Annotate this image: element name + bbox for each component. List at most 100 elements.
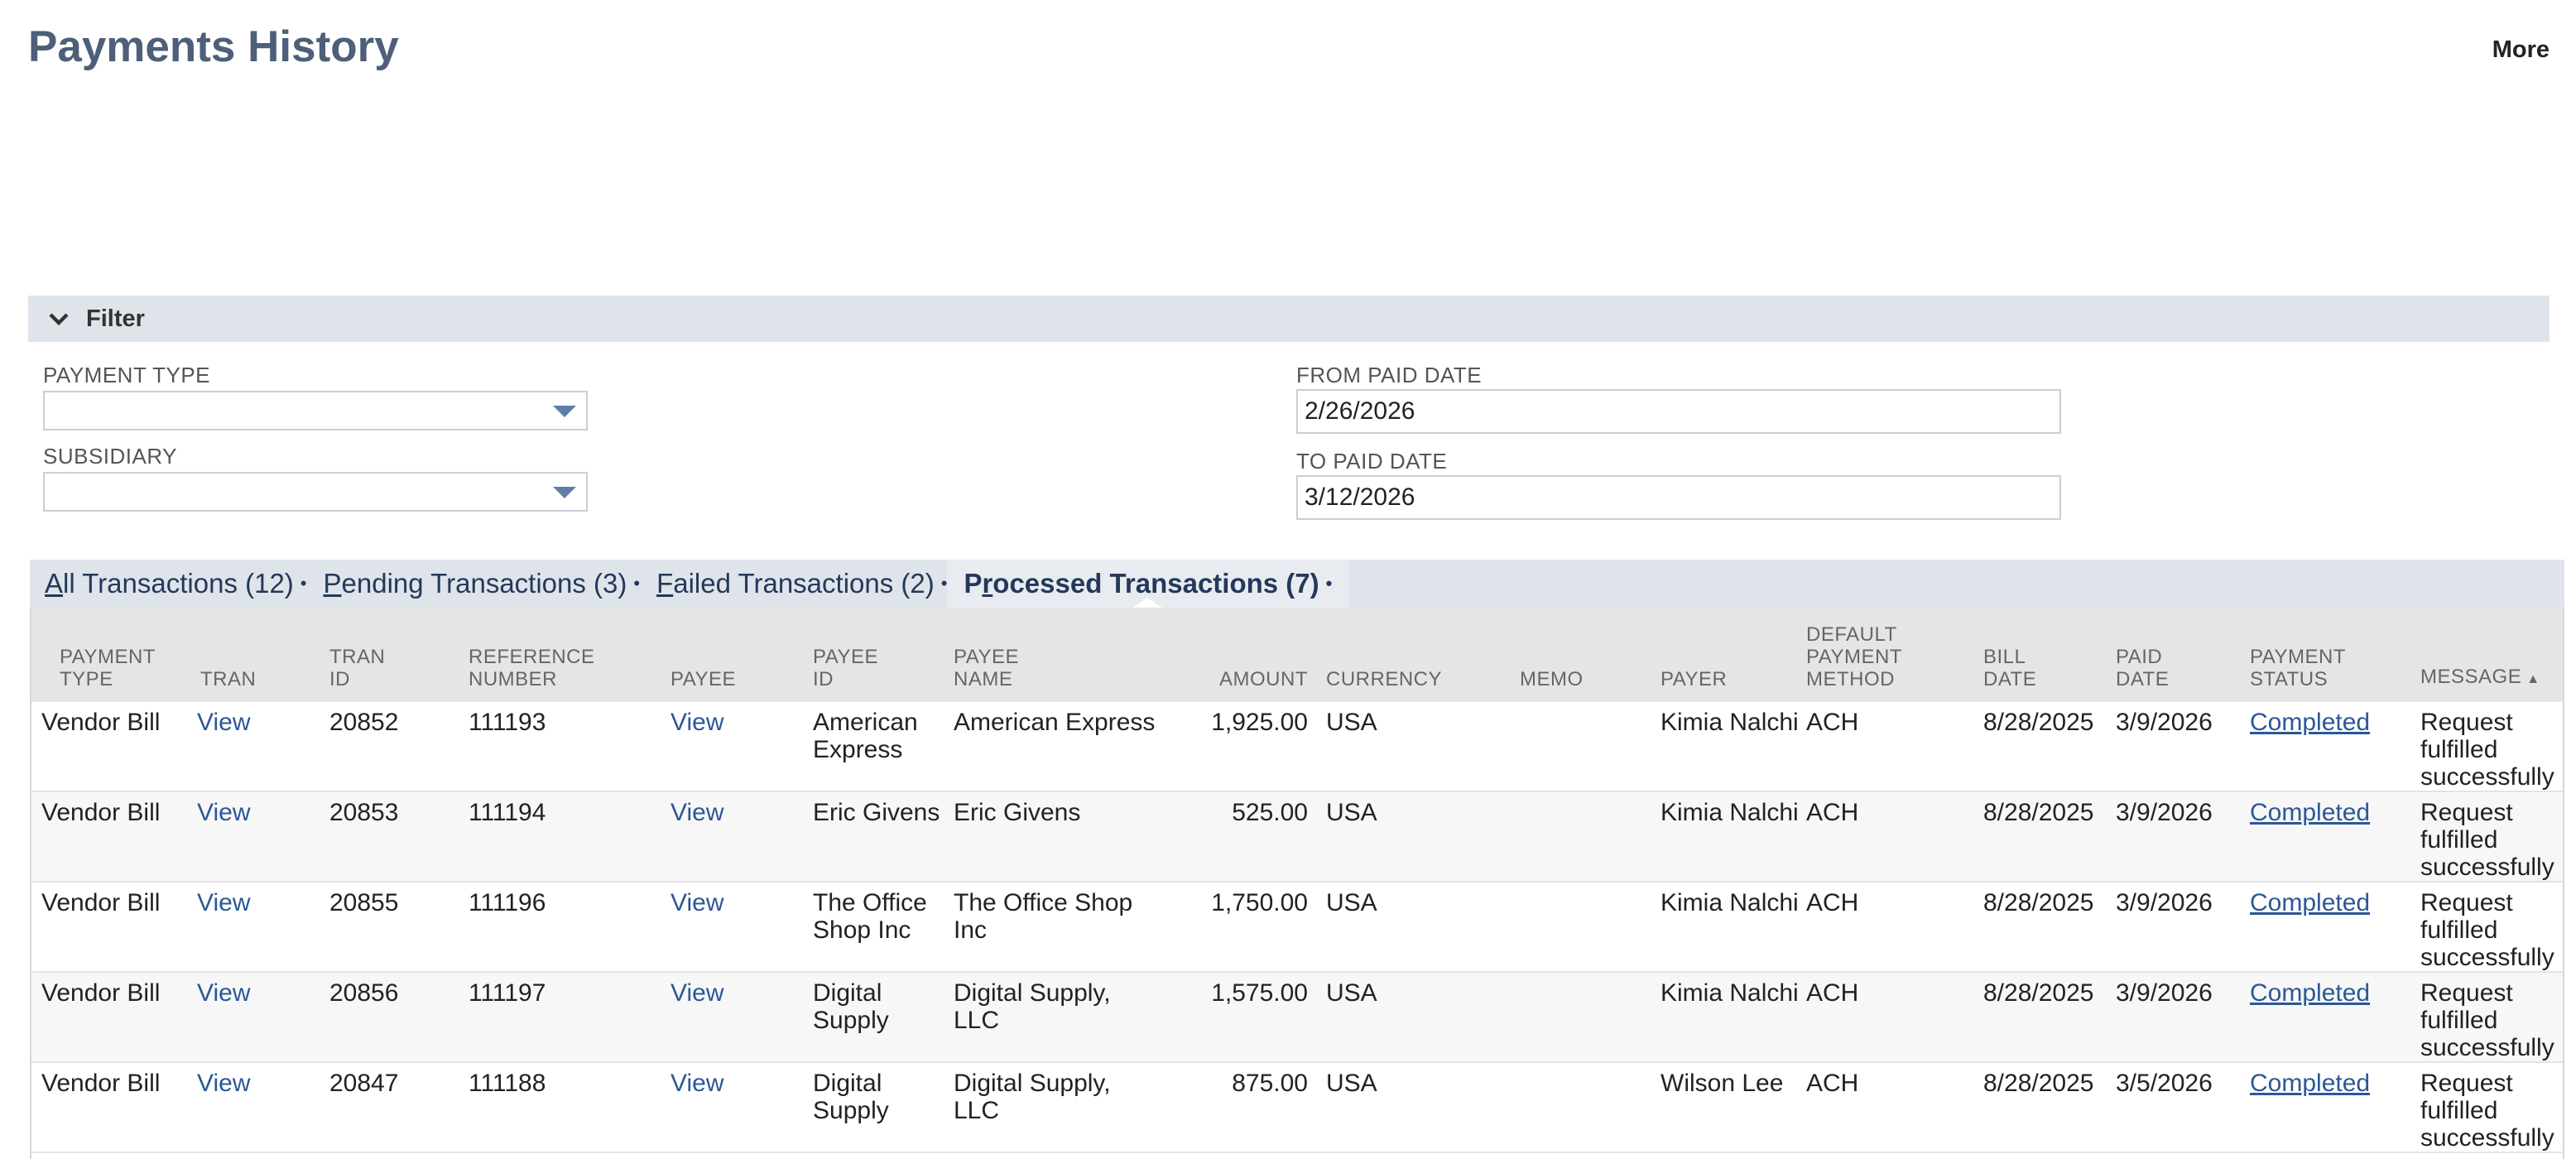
table-cell: ACH [1806,791,1983,882]
col-header-payee-name[interactable]: PAYEE NAME [954,608,1159,702]
table-cell: ACH [1806,972,1983,1063]
cell-payer: Kimia Nalchi [1660,799,1799,826]
cell-bill-date: 8/28/2025 [1983,709,2094,736]
cell-paid-date: 3/9/2026 [2116,979,2213,1007]
cell-currency: USA [1326,889,1377,916]
cell-message: Request fulfilled successfully [2420,889,2554,971]
cell-bill-date: 8/28/2025 [1983,889,2094,916]
col-header-memo[interactable]: MEMO [1520,608,1660,702]
table-cell [1520,702,1660,792]
payee-view-link[interactable]: View [670,709,724,736]
table-row: Vendor Bill View 20847 111188 View Digital Su… [31,1062,2563,1153]
payee-view-link[interactable]: View [670,1070,724,1097]
col-header-bill-date[interactable]: BILL DATE [1983,608,2116,702]
col-header-reference-number[interactable]: REFERENCE NUMBER [469,608,670,702]
cell-tran-id: 20847 [329,1070,399,1097]
cell-payment-type: Vendor Bill [41,979,161,1007]
chevron-down-icon [49,313,69,326]
col-header-amount[interactable]: AMOUNT [1159,608,1326,702]
tran-view-link[interactable]: View [197,709,251,736]
table-cell: View [670,702,813,792]
status-completed-link[interactable]: Completed [2250,1070,2371,1097]
to-paid-date-input[interactable] [1296,475,2061,520]
table-row: Vendor Bill View 20855 111196 View The Office… [31,882,2563,973]
col-header-default-payment-method[interactable]: DEFAULT PAYMENT METHOD [1806,608,1983,702]
col-header-payee[interactable]: PAYEE [670,608,813,702]
tran-view-link[interactable]: View [197,799,251,826]
cell-currency: USA [1326,1070,1377,1097]
table-cell: Digital Supply, LLC [954,1062,1159,1153]
payee-view-link[interactable]: View [670,979,724,1007]
payment-type-label: PAYMENT TYPE [43,363,211,387]
more-menu-link[interactable]: More [2492,36,2550,63]
cell-message: Request fulfilled successfully [2420,709,2554,791]
table-cell: Completed [2250,791,2420,882]
table-row: Vendor Bill View 20856 111197 View Digital Su… [31,972,2563,1063]
cell-payment-type: Vendor Bill [41,799,161,826]
status-completed-link[interactable]: Completed [2250,889,2371,916]
sort-ascending-icon: ▲ [2526,672,2540,686]
table-cell: ACH [1806,702,1983,792]
table-cell: The Office Shop Inc [813,882,954,973]
table-cell: View [670,882,813,973]
cell-payee-id: The Office Shop Inc [813,889,927,944]
table-cell: American Express [954,702,1159,792]
col-header-tran[interactable]: TRAN [197,608,329,702]
table-cell: 3/9/2026 [2116,702,2250,792]
col-header-payment-type[interactable]: PAYMENT TYPE [31,608,197,702]
col-header-payer[interactable]: PAYER [1660,608,1806,702]
table-cell: 8/28/2025 [1983,791,2116,882]
status-completed-link[interactable]: Completed [2250,979,2371,1007]
tab-accel-key: F [656,568,674,599]
col-header-payee-id[interactable]: PAYEE ID [813,608,954,702]
cell-tran-id: 20856 [329,979,399,1007]
cell-payment-type: Vendor Bill [41,1070,161,1097]
status-completed-link[interactable]: Completed [2250,709,2371,736]
cell-currency: USA [1326,799,1377,826]
tab-separator-dot: • [300,573,307,594]
active-tab-pointer [1132,598,1162,608]
payee-view-link[interactable]: View [670,799,724,826]
to-paid-date-label: TO PAID DATE [1296,449,1448,474]
table-cell: USA [1326,791,1520,882]
payee-view-link[interactable]: View [670,889,724,916]
subsidiary-select[interactable] [43,472,588,512]
table-cell: 20852 [329,702,469,792]
tran-view-link[interactable]: View [197,979,251,1007]
filter-toggle[interactable]: Filter [28,296,2550,342]
table-cell: Completed [2250,702,2420,792]
cell-payee-name: Eric Givens [954,799,1081,826]
table-cell: USA [1326,972,1520,1063]
tran-view-link[interactable]: View [197,1070,251,1097]
col-header-message[interactable]: MESSAGE ▲ [2420,608,2563,702]
cell-payee-id: Eric Givens [813,799,940,826]
cell-payee-name: Digital Supply, LLC [954,1070,1111,1124]
col-header-currency[interactable]: CURRENCY [1326,608,1520,702]
table-cell: Kimia Nalchi [1660,882,1806,973]
table-cell: 111197 [469,972,670,1063]
col-header-payment-status[interactable]: PAYMENT STATUS [2250,608,2420,702]
table-cell: Request fulfilled successfully [2420,702,2563,792]
cell-paid-date: 3/5/2026 [2116,1070,2213,1097]
table-cell: 20853 [329,791,469,882]
table-header-row: PAYMENT TYPE TRAN TRAN ID REFERENCE NUMBER … [31,608,2563,702]
tab-separator-dot: • [940,573,948,594]
tran-view-link[interactable]: View [197,889,251,916]
table-cell: 8/28/2025 [1983,1062,2116,1153]
cell-message: Request fulfilled successfully [2420,979,2554,1061]
col-header-tran-id[interactable]: TRAN ID [329,608,469,702]
table-cell: Request fulfilled successfully [2420,791,2563,882]
status-completed-link[interactable]: Completed [2250,799,2371,826]
table-row: Vendor Bill View 20853 111194 View Eric Given… [31,791,2563,882]
cell-amount: 875.00 [1232,1070,1308,1097]
from-paid-date-input[interactable] [1296,389,2061,434]
payment-type-select[interactable] [43,391,588,430]
table-cell: Completed [2250,882,2420,973]
dropdown-arrow-icon [553,487,576,498]
table-cell: 3/5/2026 [2116,1062,2250,1153]
col-header-paid-date[interactable]: PAID DATE [2116,608,2250,702]
cell-reference-number: 111194 [469,799,546,826]
